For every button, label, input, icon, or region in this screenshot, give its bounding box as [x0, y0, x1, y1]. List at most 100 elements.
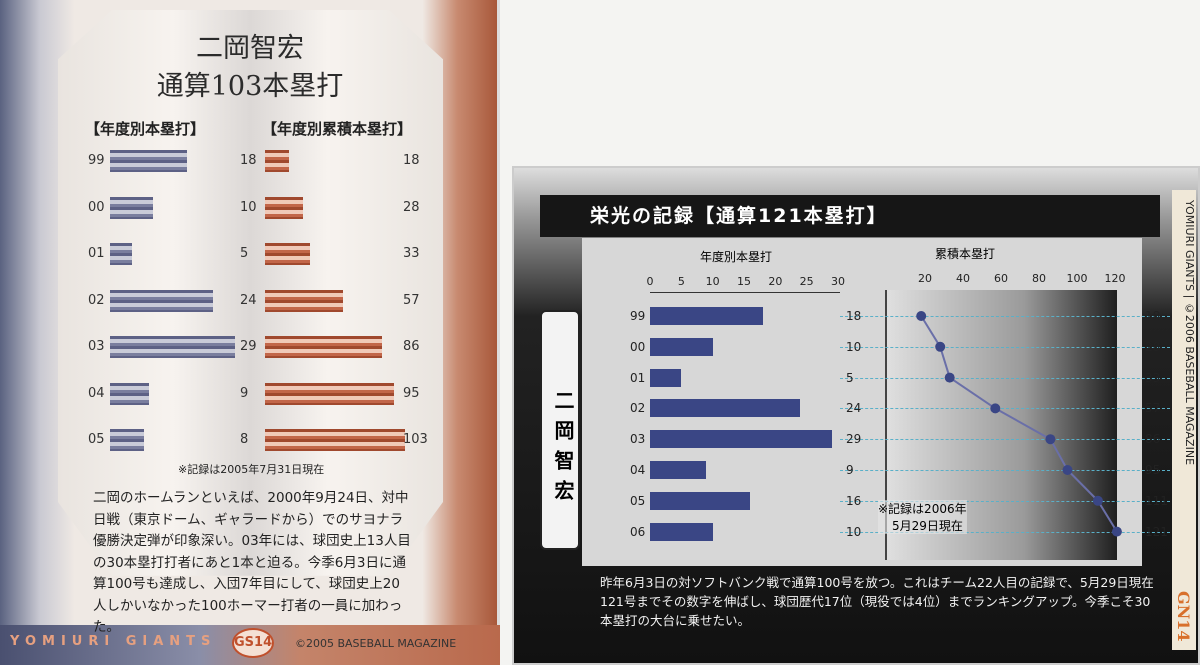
- annual-value: 5: [846, 370, 854, 385]
- right-player-name: 二岡智宏: [540, 310, 580, 550]
- cumulative-value: 18: [1145, 309, 1161, 323]
- left-paragraph: 二岡のホームランといえば、2000年9月24日、対中日戦（東京ドーム、ギャラード…: [93, 490, 411, 635]
- annual-value: 9: [846, 463, 854, 477]
- cumulative-value: 86: [403, 339, 420, 354]
- right-cumulative-label: 累積本塁打: [935, 247, 996, 261]
- guide-line: [840, 470, 1170, 471]
- year-label: 06: [630, 524, 646, 539]
- guide-line: [840, 531, 1170, 533]
- cumulative-axis-tick: 100: [1066, 272, 1088, 285]
- career-homeruns: 通算103本塁打: [156, 71, 344, 102]
- left-card: [0, 0, 500, 665]
- cumulative-point: [1062, 465, 1073, 475]
- chart-divider: [885, 290, 887, 560]
- cumulative-point: [935, 341, 946, 352]
- annual-bar: [110, 336, 235, 358]
- annual-bar: [110, 196, 153, 219]
- cumulative-value: 57: [403, 292, 420, 308]
- right-note-line2: 5月29日現在: [892, 519, 963, 533]
- cumulative-point: [916, 311, 927, 321]
- guide-line: [840, 346, 1170, 348]
- cumulative-point: [1092, 495, 1103, 506]
- cumulative-bar: [265, 336, 382, 358]
- cumulative-axis-tick: 60: [994, 272, 1008, 285]
- cumulative-bar: [265, 243, 310, 265]
- annual-value: 18: [240, 153, 257, 168]
- annual-axis-tick: 5: [677, 275, 685, 288]
- cumulative-axis-tick: 120: [1104, 272, 1126, 285]
- annual-bar: [650, 491, 751, 510]
- left-card-title: 二岡智宏 通算103本塁打: [150, 30, 350, 106]
- player-name: 二岡智宏: [196, 33, 304, 64]
- annual-value: 10: [846, 339, 862, 354]
- annual-bar: [650, 522, 713, 541]
- annual-bar: [650, 368, 682, 387]
- year-label: 99: [630, 309, 646, 323]
- right-card-number: GN14: [1174, 591, 1193, 642]
- annual-value: 16: [846, 493, 862, 508]
- annual-value: 18: [846, 309, 862, 323]
- cumulative-label: 【年度別累積本塁打】: [262, 120, 413, 138]
- annual-axis-line: [650, 292, 840, 293]
- cumulative-point: [1111, 526, 1122, 537]
- year-label: 04: [630, 463, 646, 477]
- left-note: ※記録は2005年7月31日現在: [178, 463, 325, 476]
- cumulative-value: 28: [403, 199, 420, 215]
- cumulative-point: [1045, 434, 1056, 445]
- annual-axis-tick: 15: [737, 275, 751, 288]
- annual-bar: [110, 429, 145, 451]
- year-label: 01: [630, 370, 646, 385]
- year-label: 03: [88, 339, 105, 354]
- cumulative-point: [990, 403, 1001, 414]
- annual-value: 24: [846, 401, 862, 416]
- cumulative-bar: [265, 150, 290, 172]
- annual-value: 10: [240, 199, 257, 215]
- annual-axis-tick: 25: [799, 275, 814, 288]
- annual-value: 10: [846, 524, 862, 539]
- year-label: 00: [88, 199, 105, 215]
- cumulative-value: 86: [1145, 432, 1161, 447]
- annual-bar: [650, 461, 707, 479]
- cumulative-value: 28: [1145, 339, 1161, 354]
- annual-axis-tick: 30: [831, 275, 845, 288]
- guide-line: [840, 316, 1170, 317]
- cumulative-value: 111: [1145, 493, 1168, 508]
- cumulative-value: 103: [403, 432, 428, 447]
- annual-bar: [110, 243, 132, 265]
- right-side-strip: YOMIURI GIANTS | ©2006 BASEBALL MAGAZINE…: [1172, 190, 1196, 650]
- cumulative-value: 95: [403, 385, 420, 401]
- guide-line: [840, 500, 1170, 502]
- annual-value: 9: [240, 385, 249, 401]
- annual-axis-tick: 20: [768, 275, 783, 288]
- annual-value: 24: [240, 292, 257, 308]
- guide-line: [840, 377, 1170, 379]
- left-copyright: ©2005 BASEBALL MAGAZINE: [295, 637, 457, 650]
- cumulative-axis-tick: 20: [918, 272, 932, 285]
- right-card-header: 栄光の記録【通算121本塁打】: [540, 195, 1160, 237]
- cumulative-bar: [265, 429, 406, 451]
- year-label: 05: [88, 432, 105, 447]
- annual-bar: [110, 289, 214, 312]
- cumulative-value: 57: [1145, 401, 1161, 416]
- right-note: ※記録は2006年 5月29日現在: [878, 500, 967, 534]
- cumulative-axis-tick: 40: [956, 272, 970, 285]
- year-label: 03: [630, 432, 646, 447]
- year-label: 02: [630, 401, 646, 416]
- right-note-line1: ※記録は2006年: [878, 502, 967, 516]
- annual-bar: [650, 399, 801, 418]
- cumulative-value: 33: [1145, 370, 1161, 385]
- annual-bar: [110, 382, 149, 405]
- year-label: 04: [88, 385, 105, 401]
- year-label: 05: [630, 493, 646, 508]
- annual-value: 5: [240, 246, 249, 261]
- cumulative-bar: [265, 196, 304, 219]
- annual-axis-tick: 0: [646, 275, 654, 288]
- cumulative-line: [920, 315, 1118, 533]
- year-label: 01: [88, 246, 105, 261]
- annual-bar: [650, 337, 713, 356]
- year-label: 02: [88, 292, 105, 308]
- cumulative-value: 33: [403, 246, 420, 261]
- year-label: 99: [88, 153, 105, 168]
- cumulative-axis-tick: 80: [1032, 272, 1046, 285]
